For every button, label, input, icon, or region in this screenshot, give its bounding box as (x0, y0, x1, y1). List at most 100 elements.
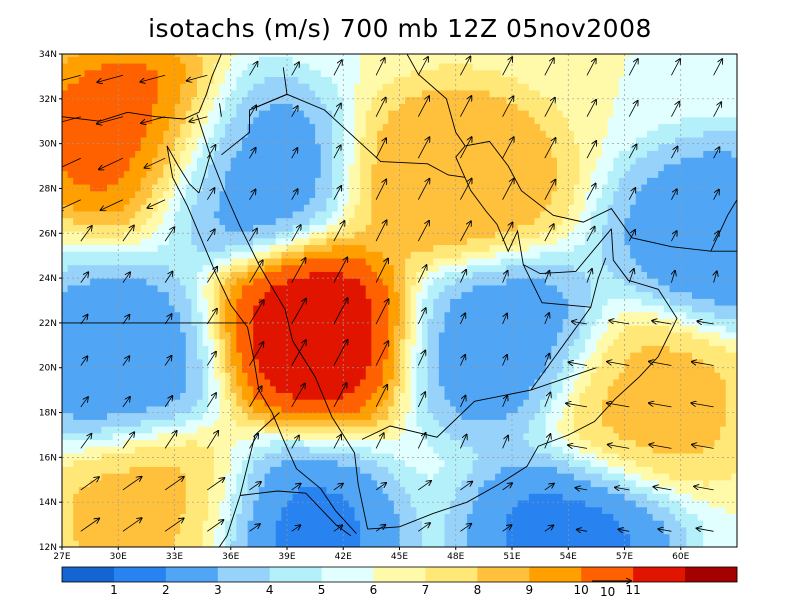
field-cell (618, 446, 626, 454)
field-cell (590, 513, 597, 521)
field-cell (697, 425, 704, 434)
field-cell (185, 520, 192, 528)
field-cell (371, 399, 378, 407)
field-cell (624, 284, 631, 293)
field-cell (545, 372, 552, 380)
field-cell (444, 358, 451, 367)
field-cell (320, 506, 327, 514)
field-cell (348, 499, 356, 508)
field-cell (444, 345, 451, 353)
field-cell (720, 298, 727, 306)
field-cell (483, 271, 491, 279)
field-cell (360, 345, 367, 353)
field-cell (557, 446, 564, 454)
field-cell (500, 405, 507, 414)
field-cell (528, 338, 536, 346)
field-cell (62, 318, 69, 326)
field-cell (737, 399, 743, 406)
field-cell (607, 506, 614, 514)
field-cell (410, 278, 417, 286)
field-cell (663, 358, 671, 367)
field-cell (185, 412, 192, 420)
field-cell (703, 493, 710, 501)
field-cell (427, 432, 434, 441)
field-cell (230, 338, 237, 346)
field-cell (348, 284, 356, 293)
field-cell (242, 298, 249, 306)
field-cell (213, 412, 221, 420)
field-cell (669, 392, 676, 400)
field-cell (495, 452, 502, 461)
field-cell (427, 399, 434, 407)
field-cell (517, 358, 524, 367)
field-cell (714, 520, 721, 528)
field-cell (703, 304, 710, 313)
field-cell (62, 466, 69, 474)
field-cell (596, 331, 603, 340)
field-cell (697, 486, 704, 494)
field-cell (213, 365, 221, 373)
field-cell (607, 331, 614, 340)
field-cell (680, 338, 687, 346)
field-cell (73, 311, 80, 320)
field-cell (422, 378, 429, 387)
field-cell (708, 298, 716, 306)
field-cell (675, 291, 682, 299)
field-cell (230, 278, 237, 286)
field-cell (208, 385, 215, 393)
field-cell (635, 439, 642, 447)
field-cell (708, 526, 716, 535)
field-cell (107, 473, 114, 481)
field-cell (371, 392, 378, 400)
field-cell (483, 439, 491, 447)
field-cell (236, 499, 243, 508)
field-cell (489, 459, 496, 467)
field-cell (438, 452, 446, 461)
field-cell (416, 399, 423, 407)
field-cell (568, 466, 575, 474)
field-cell (663, 493, 671, 501)
field-cell (489, 412, 496, 420)
field-cell (545, 338, 552, 346)
field-cell (635, 533, 642, 541)
field-cell (337, 506, 344, 514)
field-cell (78, 291, 86, 299)
field-cell (332, 345, 339, 353)
field-cell (675, 540, 682, 547)
field-cell (168, 385, 176, 393)
field-cell (517, 385, 524, 393)
field-cell (337, 298, 344, 306)
field-cell (613, 493, 620, 501)
field-cell (152, 365, 159, 373)
field-cell (635, 358, 642, 367)
field-cell (618, 486, 626, 494)
field-cell (253, 385, 260, 393)
field-cell (663, 392, 671, 400)
field-cell (247, 419, 254, 427)
field-cell (354, 311, 361, 320)
field-cell (236, 352, 243, 360)
field-cell (483, 540, 491, 547)
field-cell (112, 318, 119, 326)
field-cell (112, 459, 119, 467)
field-cell (152, 506, 159, 514)
field-cell (309, 311, 316, 320)
field-cell (495, 405, 502, 414)
field-cell (168, 533, 176, 541)
field-cell (427, 385, 434, 393)
field-cell (95, 365, 102, 373)
field-cell (618, 466, 626, 474)
field-cell (461, 378, 468, 387)
field-cell (512, 473, 519, 481)
field-cell (703, 425, 710, 434)
field-cell (708, 419, 716, 427)
field-cell (641, 540, 648, 547)
field-cell (326, 459, 333, 467)
field-cell (140, 378, 147, 387)
field-cell (534, 405, 541, 414)
field-cell (129, 291, 136, 299)
field-cell (607, 540, 614, 547)
field-cell (720, 479, 727, 488)
field-cell (258, 439, 266, 447)
field-cell (618, 318, 626, 326)
